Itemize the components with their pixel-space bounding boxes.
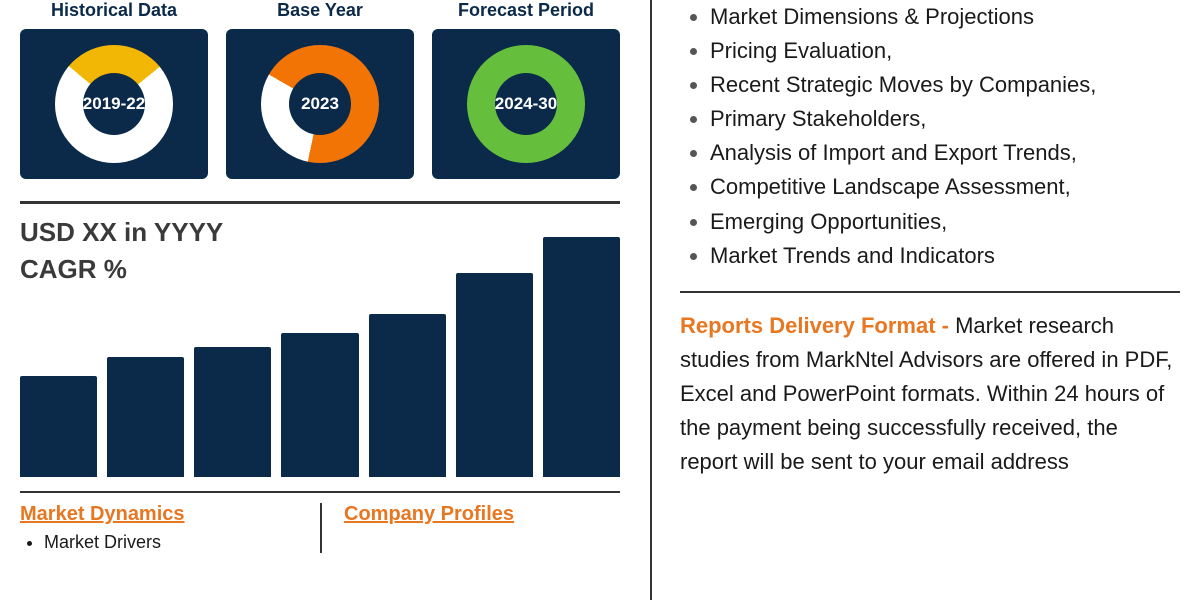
company-profiles-link[interactable]: Company Profiles [344,503,514,526]
list-item: Competitive Landscape Assessment, [710,170,1180,204]
bar [543,237,620,477]
donut-box: 2024-30 [432,29,620,179]
list-item: Market Trends and Indicators [710,239,1180,273]
bar [281,333,358,477]
features-list: Market Dimensions & ProjectionsPricing E… [680,0,1180,273]
list-item: Primary Stakeholders, [710,102,1180,136]
list-item: Emerging Opportunities, [710,205,1180,239]
donut-box: 2019-22 [20,29,208,179]
donut-center-label: 2023 [301,94,339,114]
bar-chart-block: USD XX in YYYY CAGR % [20,216,620,477]
delivery-label: Reports Delivery Format [680,313,936,338]
card-title: Forecast Period [458,0,594,21]
list-item: Market Drivers [44,532,296,553]
dash-icon: - [936,313,956,338]
bars-container [20,237,620,477]
market-dynamics-link[interactable]: Market Dynamics [20,503,185,526]
bar [369,314,446,477]
donut-chart: 2019-22 [55,45,173,163]
donut-center-label: 2024-30 [495,94,557,114]
right-column: Market Dimensions & ProjectionsPricing E… [650,0,1180,600]
dynamics-list: Market Drivers [20,532,296,553]
divider [680,291,1180,293]
market-dynamics-col: Market Dynamics Market Drivers [20,503,296,553]
donut-box: 2023 [226,29,414,179]
list-item: Analysis of Import and Export Trends, [710,136,1180,170]
bottom-links-row: Market Dynamics Market Drivers Company P… [20,503,620,553]
bar [20,376,97,477]
card-forecast: Forecast Period 2024-30 [432,0,620,179]
donut-cards-row: Historical Data 2019-22 Base Year 2023 [20,0,620,179]
list-item: Pricing Evaluation, [710,34,1180,68]
card-historical: Historical Data 2019-22 [20,0,208,179]
card-title: Base Year [277,0,363,21]
card-base-year: Base Year 2023 [226,0,414,179]
donut-chart: 2023 [261,45,379,163]
bar-chart [20,237,620,477]
bar [194,347,271,477]
list-item: Recent Strategic Moves by Companies, [710,68,1180,102]
bar [107,357,184,477]
divider [20,201,620,204]
donut-chart: 2024-30 [467,45,585,163]
company-profiles-col: Company Profiles [320,503,620,553]
layout-root: Historical Data 2019-22 Base Year 2023 [20,0,1180,600]
donut-center-label: 2019-22 [83,94,145,114]
divider [20,491,620,493]
left-column: Historical Data 2019-22 Base Year 2023 [20,0,620,600]
card-title: Historical Data [51,0,177,21]
list-item: Market Dimensions & Projections [710,0,1180,34]
bar [456,273,533,477]
delivery-paragraph: Reports Delivery Format - Market researc… [680,309,1180,479]
